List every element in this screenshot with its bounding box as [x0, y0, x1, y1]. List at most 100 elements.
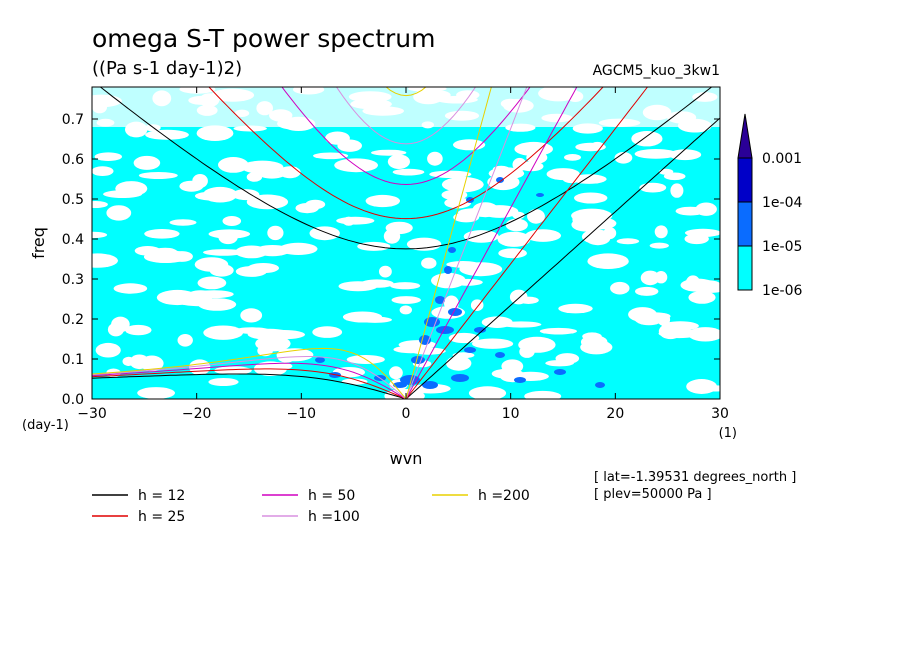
- low-power-patch: [687, 327, 720, 342]
- low-power-patch: [628, 307, 657, 322]
- low-power-patch: [241, 160, 284, 174]
- low-power-patch: [337, 139, 363, 152]
- low-power-patch: [459, 262, 503, 277]
- kelvin-wave-curve: [405, 117, 720, 399]
- rossby-wave-curve: [92, 373, 407, 399]
- colorbar-segment: [737, 157, 753, 203]
- low-power-patch: [590, 141, 605, 151]
- low-power-patch: [431, 272, 466, 289]
- low-power-patch: [94, 152, 123, 161]
- x-tick-label: −30: [77, 406, 107, 422]
- low-power-patch: [571, 174, 607, 184]
- low-power-patch: [571, 217, 603, 232]
- low-power-patch: [267, 225, 284, 241]
- medium-power-patch: [451, 374, 469, 382]
- low-power-patch: [234, 327, 271, 334]
- x-tick-label: 20: [606, 406, 624, 422]
- medium-power-patch: [393, 382, 407, 388]
- y-tick-label: 0.2: [62, 312, 84, 328]
- low-power-patch: [385, 221, 413, 235]
- kelvin-wave-curve: [405, 87, 492, 399]
- y-axis-label: freq: [29, 227, 48, 259]
- low-power-region: [92, 87, 720, 127]
- low-power-patch: [635, 286, 659, 296]
- low-power-patch: [125, 324, 152, 336]
- low-power-patch: [525, 229, 561, 242]
- medium-power-patch: [536, 193, 544, 197]
- low-power-patch: [519, 345, 535, 358]
- medium-power-patch: [496, 177, 504, 183]
- low-power-patch: [498, 248, 527, 259]
- low-power-patch: [92, 201, 108, 208]
- gravity-wave-curve: [335, 87, 477, 145]
- low-power-patch: [295, 203, 319, 214]
- low-power-patch: [649, 242, 669, 249]
- low-power-patch: [95, 342, 121, 358]
- low-power-patch: [365, 194, 400, 208]
- low-power-patch: [218, 230, 238, 245]
- low-power-patch: [209, 264, 234, 277]
- low-power-patch: [232, 189, 260, 201]
- colorbar-label: 0.001: [762, 151, 802, 167]
- kelvin-wave-curve: [405, 87, 649, 399]
- low-power-patch: [279, 242, 318, 255]
- low-power-patch: [472, 338, 514, 349]
- low-power-patch: [138, 172, 178, 179]
- low-power-patch: [360, 279, 394, 288]
- low-power-patch: [497, 231, 531, 247]
- medium-power-patch: [411, 356, 425, 364]
- gravity-wave-curve: [99, 87, 713, 250]
- low-power-patch: [390, 282, 421, 290]
- axes: −30 −20 −10 0 10 20 30 0.0 0.1 0.2 0.3 0.4 0.5 0.6 0.7: [62, 87, 729, 422]
- x-tick-label: 10: [502, 406, 520, 422]
- legend-label: h = 25: [138, 509, 185, 525]
- low-power-patch: [574, 192, 608, 204]
- low-power-patch: [196, 125, 234, 141]
- low-power-patch: [350, 217, 365, 224]
- low-power-patch: [92, 231, 108, 239]
- chart-title: omega S-T power spectrum: [92, 24, 436, 53]
- low-power-patch: [654, 225, 668, 239]
- low-power-patch: [429, 170, 472, 178]
- low-power-patch: [546, 168, 580, 181]
- legend-label: h =100: [308, 509, 360, 525]
- low-power-patch: [179, 299, 220, 307]
- low-power-patch: [545, 360, 574, 367]
- y-tick-label: 0.6: [62, 152, 84, 168]
- rossby-wave-curve: [92, 362, 407, 399]
- low-power-patch: [663, 172, 686, 181]
- low-power-patch: [265, 362, 293, 371]
- medium-power-patch: [448, 308, 462, 316]
- legend: h = 12 h = 25 h = 50 h =100 h =200: [92, 488, 530, 525]
- low-power-patch: [446, 355, 472, 371]
- low-power-patch: [686, 379, 717, 394]
- low-power-patch: [580, 340, 613, 355]
- legend-label: h =200: [478, 488, 530, 504]
- low-power-patch: [197, 276, 227, 290]
- legend-label: h = 50: [308, 488, 355, 504]
- low-power-patch: [92, 166, 114, 176]
- x-unit-label: (1): [719, 426, 737, 441]
- gravity-wave-curve: [281, 87, 531, 186]
- colorbar: 1e-06 1e-05 1e-04 0.001: [737, 113, 802, 299]
- chart-subtitle: ((Pa s-1 day-1)2): [92, 58, 242, 79]
- low-power-patch: [113, 283, 148, 294]
- colorbar-segment: [737, 245, 753, 291]
- low-power-patch: [558, 303, 593, 314]
- low-power-patch: [505, 218, 528, 232]
- rossby-wave-curve: [92, 356, 407, 399]
- low-power-patch: [406, 237, 442, 251]
- gravity-wave-curve: [385, 87, 427, 97]
- low-power-patch: [103, 190, 143, 199]
- low-power-patch: [203, 249, 245, 256]
- y-tick-label: 0.1: [62, 352, 84, 368]
- low-power-patch: [427, 151, 443, 166]
- y-tick-label: 0.3: [62, 272, 84, 288]
- medium-power-patch: [435, 296, 445, 304]
- low-power-patch: [518, 296, 539, 304]
- low-power-patch: [246, 172, 263, 182]
- low-power-patch: [257, 345, 273, 357]
- low-power-patch: [539, 327, 578, 335]
- x-tick-label: 30: [711, 406, 729, 422]
- low-power-patch: [468, 386, 507, 399]
